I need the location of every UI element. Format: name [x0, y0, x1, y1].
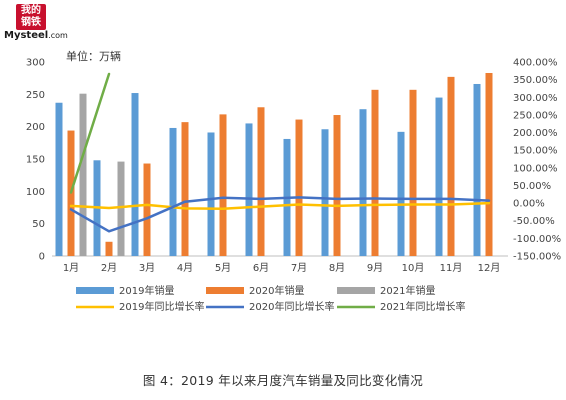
logo-badge [16, 4, 46, 30]
legend-swatch [76, 287, 114, 294]
series-line [69, 72, 111, 194]
bar [245, 123, 253, 256]
bar [397, 131, 405, 256]
y-right-tick-label: 250.00% [513, 110, 558, 121]
x-tick-label: 1月 [63, 262, 79, 274]
bar [321, 129, 329, 256]
y-left-tick-label: 300 [26, 58, 45, 69]
logo-badge-text: 我的钢铁 [21, 5, 41, 28]
y-left-tick-label: 200 [26, 122, 45, 133]
bar [409, 89, 417, 256]
x-tick-label: 10月 [402, 262, 425, 274]
series-line [69, 196, 491, 233]
y-left-tick-label: 0 [39, 252, 45, 263]
bar [207, 132, 215, 256]
x-tick-label: 12月 [478, 262, 501, 274]
y-right-tick-label: 350.00% [513, 75, 558, 86]
bar [447, 76, 455, 256]
logo-name: Mysteel [4, 30, 49, 41]
x-tick-label: 8月 [329, 262, 345, 274]
bar [169, 127, 177, 257]
y-right-tick-label: -100.00% [513, 234, 561, 245]
legend-label: 2020年同比增长率 [249, 300, 334, 313]
y-right-tick-label: 0.00% [513, 199, 545, 210]
x-tick-label: 5月 [215, 262, 231, 274]
legend-swatch [206, 287, 244, 294]
legend-label: 2021年销量 [380, 284, 435, 297]
y-right-tick-label: -150.00% [513, 252, 561, 263]
figure-caption: 图 4：2019 年以来月度汽车销量及同比变化情况 [142, 373, 424, 388]
y-left-tick-label: 150 [26, 155, 45, 166]
y-right-tick-label: 400.00% [513, 58, 558, 69]
y-right-tick-label: -50.00% [513, 216, 555, 227]
series-line [69, 201, 491, 210]
bar [55, 102, 63, 257]
bar [333, 115, 341, 256]
bar [295, 119, 303, 256]
y-right-tick-label: 200.00% [513, 128, 558, 139]
y-right-tick-label: 300.00% [513, 93, 558, 104]
legend-label: 2020年销量 [249, 284, 304, 297]
bar [359, 109, 367, 256]
y-left-tick-label: 50 [32, 219, 45, 230]
bar [105, 241, 113, 256]
bar [117, 161, 125, 256]
unit-label: 单位：万辆 [66, 50, 121, 63]
y-right-tick-label: 50.00% [513, 181, 551, 192]
mysteel-logo: 我的钢铁 Mysteel.com [4, 4, 76, 44]
bar [371, 89, 379, 256]
x-tick-label: 2月 [101, 262, 117, 274]
y-right-tick-label: 150.00% [513, 146, 558, 157]
bar [435, 97, 443, 256]
y-left-tick-label: 100 [26, 187, 45, 198]
legend-swatch [337, 287, 375, 294]
logo-suffix: .com [48, 31, 68, 40]
x-tick-label: 7月 [291, 262, 307, 274]
x-tick-label: 4月 [177, 262, 193, 274]
bar [131, 93, 139, 256]
x-tick-label: 11月 [440, 262, 463, 274]
x-tick-label: 3月 [139, 262, 155, 274]
bar [485, 72, 493, 256]
y-left-tick-label: 250 [26, 90, 45, 101]
x-tick-label: 6月 [253, 262, 269, 274]
legend-label: 2019年销量 [119, 284, 174, 297]
bar [143, 163, 151, 256]
bar [257, 107, 265, 257]
logo-wordmark: Mysteel.com [4, 30, 68, 41]
legend-label: 2021年同比增长率 [380, 300, 465, 313]
bar [219, 114, 227, 256]
x-tick-label: 9月 [367, 262, 383, 274]
legend-label: 2019年同比增长率 [119, 300, 204, 313]
y-right-tick-label: 100.00% [513, 163, 558, 174]
sales-chart: 0 50 100 150 200 250 300 -150.00% -100.00% -50.00… [26, 58, 561, 314]
bar [181, 122, 189, 256]
bar [79, 93, 87, 256]
bar [473, 83, 481, 256]
